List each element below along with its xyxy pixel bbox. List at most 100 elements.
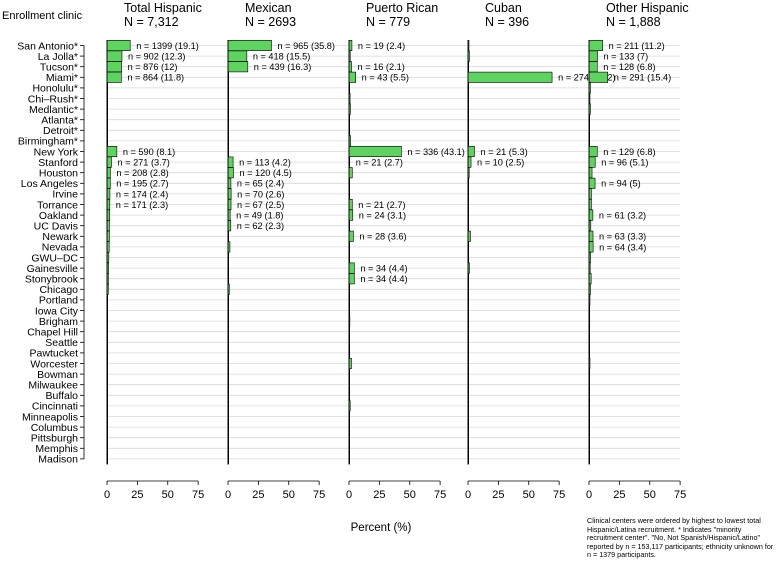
y-tick-label: Chapel Hill (27, 327, 78, 339)
data-label: n = 291 (15.4) (614, 73, 671, 83)
y-tick-label: Stonybrook (25, 274, 79, 286)
data-label: n = 128 (6.8) (603, 62, 655, 72)
data-label: n = 439 (16.3) (254, 62, 311, 72)
y-tick-label: Medlantic* (29, 104, 78, 116)
bar (227, 167, 234, 179)
bar (106, 177, 111, 189)
y-tick-label: La Jolla* (38, 51, 78, 63)
bar (588, 39, 603, 51)
bar (588, 230, 594, 242)
y-tick-label: Madison (38, 454, 78, 466)
data-label: n = 24 (3.1) (359, 211, 406, 221)
data-label: n = 211 (11.2) (609, 41, 665, 51)
y-tick-label: Iowa City (35, 305, 79, 317)
y-tick-label: Atlanta* (41, 115, 78, 127)
y-tick-label: Houston (39, 168, 78, 180)
x-tick-label: 25 (492, 489, 504, 501)
bar (106, 146, 118, 158)
bar (348, 209, 354, 221)
x-tick-label: 0 (586, 489, 592, 501)
y-tick-label: Miami* (46, 72, 78, 84)
data-label: n = 96 (5.1) (601, 158, 648, 168)
bar (106, 167, 111, 179)
panel-subtitle: N = 779 (366, 15, 410, 29)
bar (106, 61, 122, 73)
x-tick-label: 75 (674, 489, 686, 501)
data-label: n = 70 (2.6) (237, 189, 284, 199)
data-label: n = 67 (2.5) (237, 200, 284, 210)
y-tick-label: Bowman (37, 369, 78, 381)
data-label: n = 120 (4.5) (239, 168, 291, 178)
data-label: n = 876 (12) (128, 62, 178, 72)
bar (106, 156, 112, 168)
x-tick-label: 25 (613, 489, 625, 501)
panel-title: Other Hispanic (606, 1, 689, 15)
bar (227, 39, 272, 51)
bar (227, 199, 232, 211)
y-tick-label: Torrance (37, 199, 78, 211)
x-tick-label: 0 (225, 489, 231, 501)
bar (106, 50, 123, 62)
data-label: n = 28 (3.6) (359, 232, 406, 242)
bar (106, 39, 131, 51)
bar (227, 50, 248, 62)
data-label: n = 208 (2.8) (116, 168, 168, 178)
data-label: n = 61 (3.2) (599, 211, 646, 221)
bar (348, 167, 353, 179)
x-tick-label: 0 (104, 489, 110, 501)
data-label: n = 271 (3.7) (117, 158, 169, 168)
data-label: n = 63 (3.3) (599, 232, 646, 242)
y-tick-label: New York (34, 146, 79, 158)
data-label: n = 902 (12.3) (128, 52, 185, 62)
y-tick-label: Seattle (45, 337, 78, 349)
y-tick-label: Chicago (39, 284, 78, 296)
bar (588, 50, 598, 62)
data-label: n = 133 (7) (604, 52, 649, 62)
data-label: n = 336 (43.1) (407, 147, 464, 157)
y-tick-label: Detroit* (43, 125, 78, 137)
y-tick-label: Newark (42, 231, 78, 243)
data-label: n = 21 (5.3) (480, 147, 527, 157)
y-tick-label: Columbus (31, 422, 78, 434)
panel-title: Total Hispanic (124, 1, 202, 15)
data-label: n = 171 (2.3) (116, 200, 168, 210)
data-label: n = 590 (8.1) (123, 147, 175, 157)
data-label: n = 65 (2.4) (237, 179, 284, 189)
bar (588, 146, 598, 158)
y-tick-label: Oakland (39, 210, 78, 222)
y-tick-label: Honolulu* (32, 83, 78, 95)
x-tick-label: 50 (644, 489, 656, 501)
bar (348, 146, 402, 158)
data-label: n = 34 (4.4) (360, 274, 407, 284)
bar (467, 71, 553, 83)
data-label: n = 965 (35.8) (277, 41, 334, 51)
bar (467, 156, 472, 168)
y-tick-label: Stanford (38, 157, 78, 169)
y-tick-label: GWU–DC (31, 252, 78, 264)
data-label: n = 19 (2.4) (358, 41, 405, 51)
x-tick-label: 75 (313, 489, 325, 501)
footnote: Clinical centers were ordered by highest… (587, 516, 774, 560)
y-tick-label: Memphis (35, 443, 78, 455)
bar (348, 262, 355, 274)
x-tick-label: 0 (346, 489, 352, 501)
data-label: n = 94 (5) (601, 179, 641, 189)
data-label: n = 21 (2.7) (356, 158, 403, 168)
data-label: n = 64 (3.4) (599, 242, 646, 252)
data-label: n = 113 (4.2) (239, 158, 291, 168)
panel-title: Cuban (485, 1, 522, 15)
y-tick-label: Los Angeles (21, 178, 78, 190)
y-tick-label: Brigham (39, 316, 78, 328)
bar (348, 71, 356, 83)
data-label: n = 43 (5.5) (362, 73, 409, 83)
y-tick-label: Tucson* (40, 62, 78, 74)
bar (588, 177, 596, 189)
row-header: Enrollment clinic (2, 10, 83, 22)
y-tick-label: Milwaukee (28, 380, 78, 392)
y-tick-label: Chi–Rush* (28, 93, 78, 105)
y-tick-label: San Antonio* (17, 40, 78, 52)
data-label: n = 274 (69.2) (558, 73, 615, 83)
bar (588, 71, 609, 83)
y-tick-label: UC Davis (34, 221, 78, 233)
